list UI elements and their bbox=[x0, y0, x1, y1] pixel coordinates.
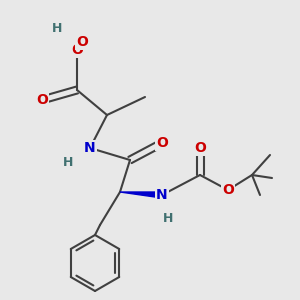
Polygon shape bbox=[120, 192, 162, 198]
Text: N: N bbox=[156, 188, 168, 202]
Text: O: O bbox=[194, 141, 206, 155]
Text: N: N bbox=[84, 141, 96, 155]
Text: O: O bbox=[71, 43, 83, 57]
Text: O: O bbox=[71, 43, 83, 57]
Text: H: H bbox=[52, 22, 62, 34]
Text: O: O bbox=[76, 35, 88, 49]
Text: H: H bbox=[163, 212, 173, 224]
Text: O: O bbox=[36, 93, 48, 107]
Text: H: H bbox=[63, 157, 73, 169]
Text: O: O bbox=[156, 136, 168, 150]
Text: O: O bbox=[222, 183, 234, 197]
Text: H: H bbox=[52, 22, 62, 34]
